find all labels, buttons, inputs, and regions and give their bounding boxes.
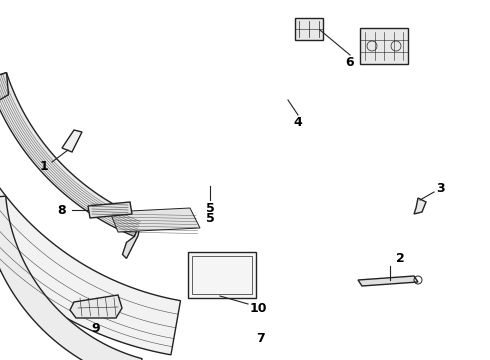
Polygon shape — [0, 45, 180, 355]
Polygon shape — [358, 276, 418, 286]
Text: 6: 6 — [345, 55, 354, 68]
FancyBboxPatch shape — [295, 18, 323, 40]
Text: 4: 4 — [294, 116, 302, 129]
Polygon shape — [70, 295, 122, 318]
Text: 7: 7 — [256, 332, 265, 345]
Polygon shape — [88, 202, 132, 218]
FancyBboxPatch shape — [360, 28, 408, 64]
Text: 3: 3 — [436, 181, 444, 194]
Text: 5: 5 — [206, 211, 215, 225]
Polygon shape — [0, 291, 122, 360]
Text: 5: 5 — [206, 202, 215, 215]
Text: 10: 10 — [249, 302, 267, 315]
Text: 1: 1 — [40, 159, 49, 172]
Polygon shape — [414, 198, 426, 214]
Text: 9: 9 — [92, 321, 100, 334]
Polygon shape — [122, 218, 142, 258]
Text: 8: 8 — [58, 203, 66, 216]
Polygon shape — [0, 73, 142, 237]
Polygon shape — [62, 130, 82, 152]
Polygon shape — [0, 196, 142, 360]
Polygon shape — [0, 73, 8, 105]
Polygon shape — [110, 208, 200, 232]
FancyBboxPatch shape — [188, 252, 256, 298]
Text: 2: 2 — [395, 252, 404, 265]
